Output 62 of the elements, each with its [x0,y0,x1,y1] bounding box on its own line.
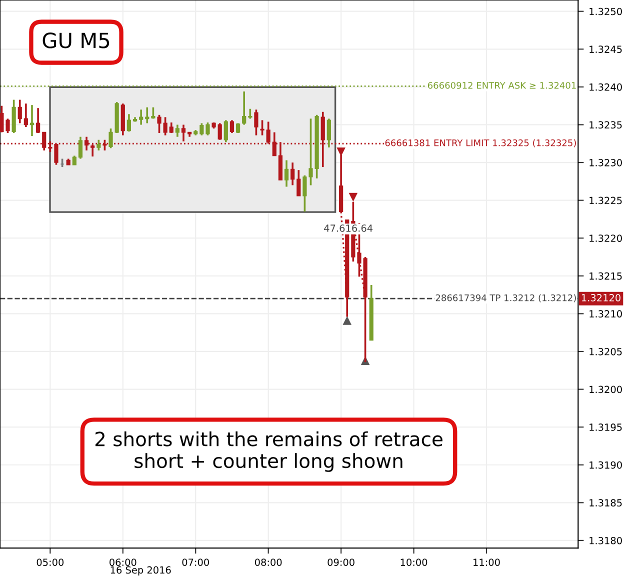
candlestick [218,122,222,141]
point [348,192,358,202]
candlestick [175,124,180,138]
text: 16 Sep 2016 [110,566,171,576]
candlestick [254,108,258,136]
candlestick [139,108,144,126]
x-tick-label: 11:00 [474,558,500,566]
y-tick-label: 1.3245 [590,46,622,53]
y-tick-label: 1.3210 [590,310,622,318]
y-tick-label: 1.3225 [590,196,622,204]
candlestick [24,102,28,128]
ref-line-label: 66661381 ENTRY LIMIT 1.32325 (1.32325) [385,139,576,148]
y-tick-label: 1.3235 [590,121,622,129]
candlestick [296,169,301,197]
y-tick-label: 1.3200 [590,386,622,394]
y-tick-label: 1.3220 [590,234,622,242]
y-tick-label: 1.3185 [590,499,622,506]
annotation: 2 shorts with the remains of retrace short + counter long shown [95,431,442,472]
y-tick-label: 1.3180 [590,536,622,544]
candlestick [169,122,174,134]
text: GU M5 [42,32,110,48]
y-tick-label: 1.3195 [590,424,622,431]
annotation: 47.616.64 [324,224,373,232]
candlestick [242,90,246,126]
candlestick [18,98,22,124]
x-tick-label: 10:00 [400,558,428,566]
candlestick [326,118,331,148]
candlestick [236,122,240,134]
x-tick-label: 05:00 [36,558,64,566]
x-tick-label: 06:00 [110,558,136,566]
candlestick [0,104,4,134]
y-tick-label: 1.3250 [590,8,622,16]
candlestick [72,154,76,166]
candlestick [6,118,10,134]
x-tick-label: 09:00 [328,558,354,566]
y-tick-label: 1.3215 [590,272,622,280]
candlestick [284,159,289,188]
candlestick [126,113,132,132]
x-tick-label: 07:00 [182,558,209,566]
candlestick [290,162,295,186]
candlestick [224,119,228,144]
candlestick [145,106,150,124]
candlestick [108,128,113,150]
candlestick [260,119,264,136]
point [342,316,352,325]
candlestick [96,138,101,152]
candlestick [200,122,204,136]
candlestick [163,116,168,136]
x-tick-label: 08:00 [254,558,282,566]
candlestick [230,119,234,134]
ref-line-label: 66660912 ENTRY ASK ≥ 1.32401 [428,82,576,89]
y-tick-label: 1.3240 [590,83,622,91]
y-tick-label: 1.3230 [590,158,622,166]
candlestick [78,136,83,160]
candlestick [36,107,40,134]
candlestick [206,122,210,136]
y-tick-label: 1.3190 [590,461,622,469]
y-tick-label: 1.3205 [590,348,622,356]
ref-line-label: 286617394 TP 1.3212 (1.3212) [436,294,576,302]
candlestick [248,108,252,120]
annotation: 1.32120 [582,294,620,302]
candlestick [157,114,162,134]
